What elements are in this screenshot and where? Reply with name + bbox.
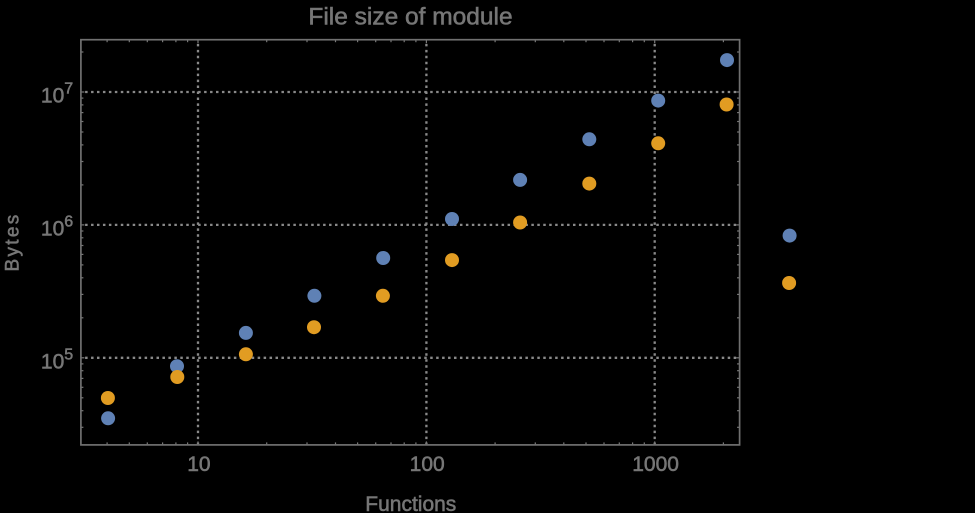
svg-text:10: 10 — [187, 453, 210, 476]
svg-text:Bytes: Bytes — [2, 212, 23, 271]
svg-text:1000: 1000 — [632, 453, 679, 476]
svg-text:File size of module: File size of module — [308, 3, 512, 30]
svg-text:Functions: Functions — [365, 493, 456, 513]
svg-text:100: 100 — [410, 453, 445, 476]
